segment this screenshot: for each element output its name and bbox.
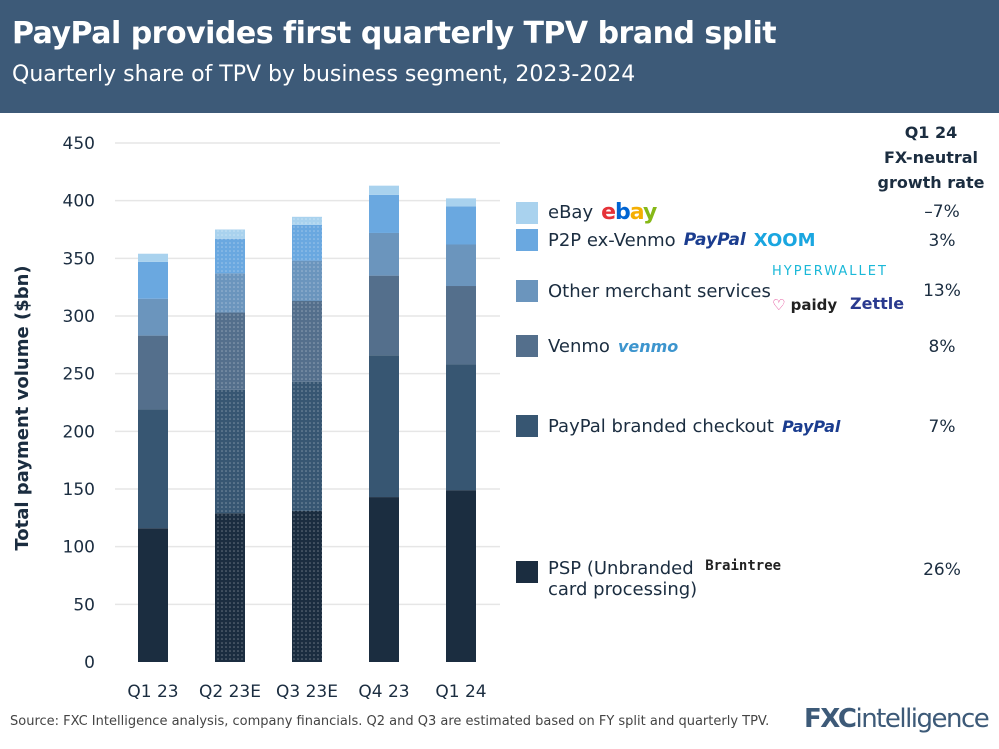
legend-item-other-merchant: Other merchant services — [516, 280, 771, 302]
y-tick-label: 300 — [63, 307, 95, 327]
growth-rate-ebay: –7% — [924, 202, 960, 222]
legend-label-line: PSP (Unbranded — [548, 558, 694, 579]
estimate-pattern — [292, 224, 322, 261]
paidy-text: paidy — [790, 296, 838, 314]
legend-label: Other merchant services — [548, 280, 771, 302]
estimate-pattern — [215, 238, 245, 274]
y-tick-label: 200 — [63, 422, 95, 442]
y-tick-label: 250 — [63, 365, 95, 385]
bar-segment — [446, 364, 476, 491]
growth-header-line: Q1 24 — [904, 123, 958, 142]
legend-item-p2p: P2P ex-Venmo PayPal XOOM — [516, 229, 816, 251]
x-tick-label: Q4 23 — [358, 682, 409, 702]
chart-title: PayPal provides first quarterly TPV bran… — [12, 16, 777, 51]
bar-segment — [138, 253, 168, 262]
paidy-logo: ♡ paidy — [772, 296, 838, 314]
y-tick-label: 450 — [63, 134, 95, 154]
legend-item-venmo: Venmo venmo — [516, 335, 678, 357]
venmo-logo: venmo — [617, 336, 679, 356]
legend-item-psp: PSP (Unbranded card processing) Braintre… — [516, 558, 781, 600]
growth-rate-branded: 7% — [928, 417, 956, 437]
legend-swatch — [516, 201, 538, 224]
source-note: Source: FXC Intelligence analysis, compa… — [10, 714, 770, 729]
x-tick-label: Q2 23E — [199, 682, 261, 702]
bar-segment — [138, 528, 168, 662]
legend-label: Venmo — [548, 335, 610, 357]
header: PayPal provides first quarterly TPV bran… — [0, 0, 999, 113]
x-tick-label: Q1 24 — [435, 682, 486, 702]
y-tick-label: 0 — [84, 653, 95, 673]
legend-label: eBay — [548, 202, 594, 223]
bar-segment — [446, 198, 476, 207]
legend-item-branded-checkout: PayPal branded checkout PayPal — [516, 415, 840, 437]
estimate-pattern — [292, 301, 322, 382]
brand-b: intelligence — [855, 704, 989, 734]
estimate-pattern — [292, 216, 322, 225]
legend-item-ebay: eBay ebay — [516, 200, 657, 225]
growth-rate-p2p: 3% — [928, 231, 956, 251]
y-tick-label: 350 — [63, 249, 95, 269]
bar-segment — [369, 232, 399, 276]
xoom-logo: XOOM — [753, 229, 816, 251]
bar-segment — [138, 261, 168, 299]
fxc-logo: FXCintelligence — [804, 704, 990, 734]
legend-swatch — [516, 561, 538, 583]
estimate-pattern — [215, 389, 245, 514]
paypal-logo: PayPal — [683, 230, 746, 250]
growth-rate-header: Q1 24 FX-neutral growth rate — [870, 120, 992, 195]
bar-segment — [369, 497, 399, 662]
legend-swatch — [516, 415, 538, 437]
estimate-pattern — [215, 229, 245, 239]
y-tick-label: 100 — [63, 538, 95, 558]
estimate-pattern — [292, 381, 322, 511]
braintree-logo: Braintree — [705, 558, 782, 574]
legend-swatch — [516, 229, 538, 251]
growth-rate-other: 13% — [923, 281, 961, 301]
ebay-logo: ebay — [601, 200, 657, 225]
growth-rate-venmo: 8% — [928, 337, 956, 357]
legend-label-line: card processing) — [548, 579, 698, 600]
estimate-pattern — [215, 513, 245, 662]
bar-segment — [446, 206, 476, 245]
y-axis-label: Total payment volume ($bn) — [12, 265, 33, 550]
legend-label: PayPal branded checkout — [548, 415, 774, 437]
legend-label: PSP (Unbranded card processing) — [548, 558, 697, 600]
legend-swatch — [516, 335, 538, 357]
bar-segment — [138, 409, 168, 529]
growth-rate-psp: 26% — [923, 560, 961, 580]
legend-label: P2P ex-Venmo — [548, 229, 676, 251]
zettle-logo: Zettle — [850, 294, 905, 313]
y-tick-label: 400 — [63, 192, 95, 212]
estimate-pattern — [215, 312, 245, 390]
estimate-pattern — [292, 260, 322, 302]
chart-subtitle: Quarterly share of TPV by business segme… — [12, 62, 636, 87]
growth-header-line: growth rate — [877, 173, 985, 192]
bar-segment — [446, 286, 476, 365]
x-tick-label: Q3 23E — [276, 682, 338, 702]
estimate-pattern — [215, 273, 245, 313]
bar-segment — [446, 490, 476, 662]
legend-swatch — [516, 280, 538, 302]
y-tick-label: 50 — [73, 595, 95, 615]
bar-segment — [369, 355, 399, 498]
bar-segment — [369, 194, 399, 233]
brand-a: FXC — [804, 704, 857, 734]
bar-segment — [369, 275, 399, 356]
bar-segment — [446, 244, 476, 287]
paypal-logo: PayPal — [781, 416, 841, 436]
bar-segment — [369, 185, 399, 195]
bar-segment — [138, 335, 168, 410]
x-tick-label: Q1 23 — [127, 682, 178, 702]
growth-header-line: FX-neutral — [883, 148, 979, 167]
estimate-pattern — [292, 510, 322, 662]
bar-chart: 0 50 100 150 200 250 300 350 400 450 Q1 23 Q2 23E Q3… — [12, 134, 500, 702]
hyperwallet-logo: HYPERWALLET — [772, 264, 888, 279]
y-tick-label: 150 — [63, 480, 95, 500]
bar-segment — [138, 298, 168, 336]
